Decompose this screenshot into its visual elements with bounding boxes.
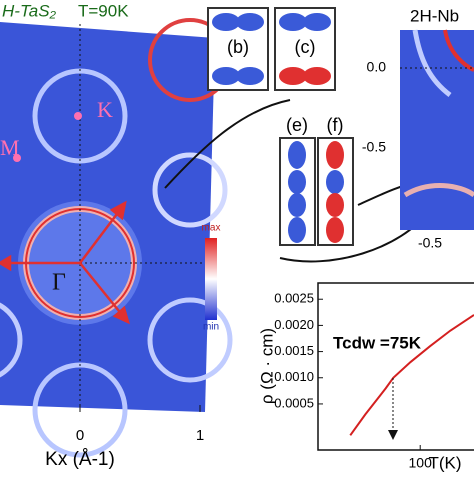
orbital-insets	[164, 7, 431, 263]
y-tick-label: 0.0015	[274, 343, 314, 358]
temperature: T=90K	[78, 1, 129, 20]
y-tick-label: -0.5	[362, 139, 386, 155]
y-tick-label: 0.0005	[274, 395, 314, 410]
y-tick-label: 0.0010	[274, 369, 314, 384]
x-tick-label: -0.5	[418, 235, 442, 251]
colorbar-max: max	[202, 223, 221, 234]
colorbar	[205, 238, 217, 320]
x-tick-label: 100	[409, 455, 433, 471]
k-label: K	[97, 97, 113, 122]
colorbar-min: min	[203, 322, 219, 333]
cdw-arrowhead	[388, 430, 398, 440]
inset-label: (c)	[295, 37, 316, 57]
inset-label: (e)	[286, 115, 308, 135]
gamma-label: Γ	[52, 270, 66, 296]
arpes-panel-d	[400, 29, 474, 230]
x-axis-label: T(K)	[428, 453, 461, 472]
x-tick-label: 1	[196, 427, 204, 444]
y-tick-label: 0.0	[367, 59, 387, 75]
m-label: M	[0, 135, 20, 160]
y-tick-label: 0.0025	[274, 291, 314, 306]
arpes-map	[0, 18, 233, 458]
panel-d-title: 2H-Nb	[410, 6, 459, 25]
series-line	[349, 314, 474, 436]
x-tick-label: 0	[76, 427, 84, 444]
chart-frame	[317, 282, 474, 451]
inset-label: (f)	[327, 115, 344, 135]
x-axis-label: Kx (Å-1)	[45, 449, 115, 470]
y-tick-label: 0.0020	[274, 317, 314, 332]
annotation: Tcdw =75K	[333, 333, 422, 352]
panel-a-title: H-TaS₂	[2, 1, 57, 20]
y-axis-label: ρ (Ω · cm)	[257, 328, 276, 404]
inset-label: (b)	[227, 37, 249, 57]
